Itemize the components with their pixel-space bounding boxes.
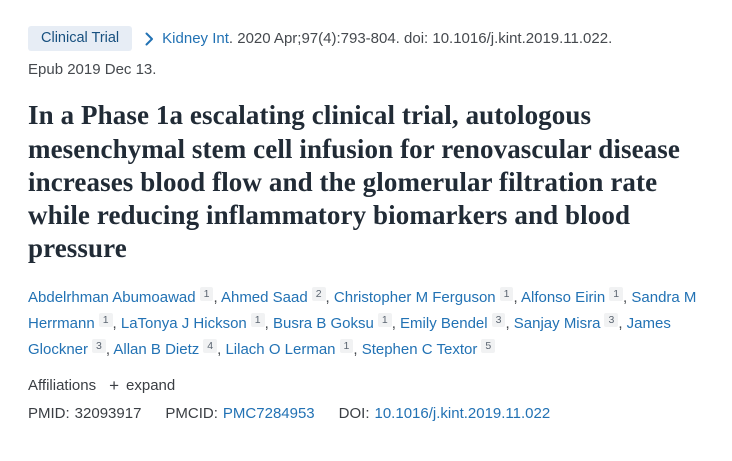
expand-affiliations-button[interactable]: + expand [109,377,175,394]
author-link[interactable]: Sandra M Herrmann [28,289,697,333]
author-separator: , [325,289,334,307]
author-item: Ahmed Saad 2, [220,287,334,307]
author-link[interactable]: Busra B Goksu [272,315,374,333]
affiliation-superscript[interactable]: 1 [250,313,265,328]
affiliation-superscript[interactable]: 1 [98,313,113,328]
epub-date: Epub 2019 Dec 13. [28,61,157,79]
author-link[interactable]: James Glockner [28,315,671,358]
author-separator: , [217,340,226,358]
author-item: Busra B Goksu 1, [272,313,401,333]
author-item: Abdelrhman Abumoawad 1, [28,287,221,307]
pmcid-group: PMCID: PMC7284953 [165,405,314,422]
author-item: Sandra M Herrmann 1, [28,289,696,332]
author-item: Lilach O Lerman 1, [225,338,362,358]
affiliation-superscript[interactable]: 4 [203,338,218,354]
author-separator: , [513,289,521,307]
doi-link[interactable]: 10.1016/j.kint.2019.11.022 [374,404,551,422]
author-link[interactable]: Abdelrhman Abumoawad [28,289,196,307]
author-separator: , [505,315,514,333]
doi-label: DOI: [338,404,370,422]
journal-link[interactable]: Kidney Int [162,30,229,48]
pmid-value: 32093917 [74,404,142,422]
affiliation-superscript[interactable]: 1 [377,313,392,328]
author-separator: , [391,315,401,333]
author-link[interactable]: Ahmed Saad [220,289,308,307]
article-title: In a Phase 1a escalating clinical trial,… [28,100,680,264]
author-item: Emily Bendel 3, [400,313,514,333]
affiliations-row: Affiliations + expand [28,377,702,394]
pmcid-label: PMCID: [165,404,218,422]
affiliation-superscript[interactable]: 3 [92,338,106,354]
author-link[interactable]: Alfonso Eirin [520,289,606,307]
pmcid-link[interactable]: PMC7284953 [222,404,315,422]
doi-group: DOI: 10.1016/j.kint.2019.11.022 [339,405,551,422]
author-link[interactable]: Sanjay Misra [513,315,601,333]
affiliation-superscript[interactable]: 1 [609,287,624,302]
author-link[interactable]: Allan B Dietz [113,340,200,358]
author-separator: , [112,315,121,333]
affiliation-superscript[interactable]: 5 [481,338,496,354]
author-separator: , [618,315,627,333]
author-item: Christopher M Ferguson 1, [333,287,521,307]
author-item: Sanjay Misra 3, [513,313,627,333]
author-link[interactable]: Christopher M Ferguson [333,289,496,307]
author-link[interactable]: Stephen C Textor [361,340,478,358]
article-header-page: Clinical Trial Kidney Int. 2020 Apr;97(4)… [28,26,702,422]
expand-label: expand [126,376,176,394]
author-link[interactable]: Emily Bendel [400,315,488,333]
author-item: Alfonso Eirin 1, [520,287,632,307]
pmid-label: PMID: [28,404,70,422]
authors-list: Abdelrhman Abumoawad 1, Ahmed Saad 2, Chri… [28,285,702,362]
affiliation-superscript[interactable]: 1 [339,338,354,354]
affiliation-superscript[interactable]: 2 [311,287,326,302]
journal-citation: Kidney Int. 2020 Apr;97(4):793-804. doi:… [162,28,612,49]
citation-details: . 2020 Apr;97(4):793-804. doi: 10.1016/j… [228,30,613,48]
author-item: Allan B Dietz 4, [113,338,226,358]
author-item: Stephen C Textor 5 [361,338,496,358]
affiliation-superscript[interactable]: 1 [199,287,214,302]
affiliation-superscript[interactable]: 3 [604,313,619,328]
author-separator: , [353,340,362,358]
author-item: James Glockner 3, [28,315,671,358]
author-separator: , [623,289,632,307]
affiliations-label: Affiliations [28,376,97,394]
affiliation-superscript[interactable]: 3 [491,313,506,328]
publication-type-badge[interactable]: Clinical Trial [28,26,133,52]
identifiers-row: PMID: 32093917 PMCID: PMC7284953 DOI: 10.10… [28,405,702,422]
plus-icon: + [109,375,120,395]
author-separator: , [264,315,273,333]
pmid-group: PMID: 32093917 [28,405,141,422]
author-link[interactable]: LaTonya J Hickson [120,315,247,333]
author-separator: , [105,340,114,358]
author-item: LaTonya J Hickson 1, [120,313,273,333]
citation-row: Clinical Trial Kidney Int. 2020 Apr;97(4)… [28,26,702,52]
author-separator: , [213,289,221,307]
author-link[interactable]: Lilach O Lerman [225,340,336,358]
chevron-right-icon [145,32,154,46]
affiliation-superscript[interactable]: 1 [499,287,514,302]
